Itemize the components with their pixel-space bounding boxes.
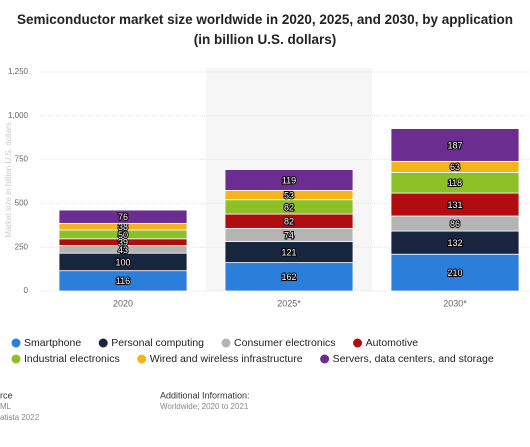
value-label: 116 [116, 276, 130, 286]
legend-label: Personal computing [111, 337, 204, 349]
source-line: atista 2022 [0, 413, 40, 422]
y-axis-title: Market size in billion U.S. dollars [4, 122, 13, 238]
value-label: 38 [118, 222, 128, 232]
x-tick-label: 2020 [113, 298, 133, 308]
value-label: 53 [284, 190, 294, 200]
source-line: ML [0, 402, 12, 411]
value-label: 118 [448, 178, 462, 188]
value-label: 131 [447, 200, 462, 210]
y-tick-label: 1,250 [8, 67, 29, 76]
legend-marker [320, 354, 330, 364]
legend-marker [11, 338, 21, 348]
y-tick-label: 1,000 [8, 111, 29, 120]
legend-marker [137, 354, 147, 364]
value-label: 50 [118, 230, 128, 240]
bar-segment [390, 253, 520, 292]
value-label: 132 [447, 238, 462, 248]
value-label: 162 [281, 272, 296, 282]
bar-segment [390, 128, 520, 162]
value-label: 210 [447, 268, 462, 278]
source-line: rce [0, 390, 13, 400]
value-label: 76 [118, 212, 128, 222]
x-tick-label: 2025* [277, 298, 301, 308]
value-label: 86 [450, 219, 460, 229]
additional-text: Worldwide; 2020 to 2021 [160, 402, 249, 411]
legend-label: Industrial electronics [24, 353, 120, 365]
value-label: 43 [118, 245, 128, 255]
legend-marker [11, 354, 21, 364]
legend-label: Automotive [366, 337, 419, 349]
legend-marker [221, 338, 231, 348]
bar-segment [58, 209, 188, 224]
legend-label: Wired and wireless infrastructure [150, 353, 303, 365]
value-label: 119 [282, 175, 296, 185]
value-label: 74 [284, 230, 294, 240]
bar-segment [224, 169, 354, 191]
value-label: 82 [284, 202, 294, 212]
legend-label: Servers, data centers, and storage [333, 353, 494, 365]
chart-title: Semiconductor market size worldwide in 2… [17, 12, 513, 47]
bar-segment [224, 262, 354, 292]
additional-title: Additional Information: [160, 390, 250, 400]
legend-label: Smartphone [24, 337, 81, 349]
y-tick-label: 750 [15, 155, 29, 164]
value-label: 121 [281, 247, 296, 257]
value-label: 187 [447, 140, 462, 150]
legend-label: Consumer electronics [234, 337, 336, 349]
x-tick-label: 2030* [443, 298, 467, 308]
value-label: 82 [284, 217, 294, 227]
legend-marker [353, 338, 363, 348]
value-label: 100 [115, 257, 130, 267]
legend-marker [98, 338, 108, 348]
value-label: 39 [118, 238, 128, 248]
y-tick-label: 500 [15, 199, 29, 208]
y-tick-label: 250 [15, 242, 29, 251]
value-label: 63 [450, 162, 460, 172]
y-tick-label: 0 [24, 286, 29, 295]
